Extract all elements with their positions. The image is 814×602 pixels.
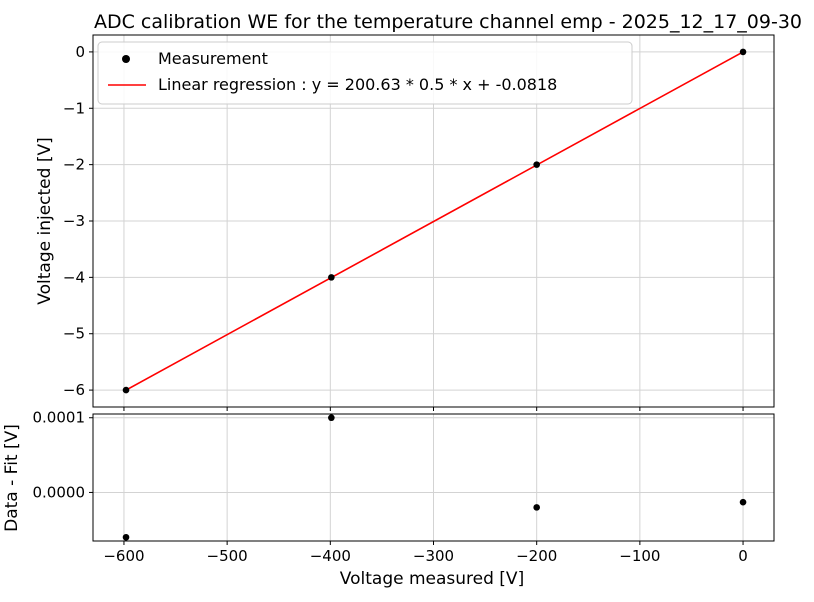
- x-tick-label-1: −500: [207, 547, 248, 565]
- bottom-axis-ticks: −600 −500 −400 −300 −200 −100 0 0.0001 0.0000: [33, 409, 748, 565]
- measurement-point-2: [533, 161, 540, 168]
- x-tick-label-5: −100: [619, 547, 660, 565]
- x-tick-label-6: 0: [738, 547, 748, 565]
- measurement-point-3: [739, 48, 747, 56]
- residual-point-2: [533, 504, 540, 511]
- top-y-tick-label-6: −6: [63, 381, 85, 399]
- legend-measurement-label: Measurement: [158, 49, 268, 68]
- top-axis-ticks: 0 −1 −2 −3 −4 −5 −6: [63, 43, 744, 411]
- legend-box: [97, 41, 633, 105]
- top-gridlines: [93, 35, 774, 407]
- residual-point-3: [739, 498, 747, 506]
- top-y-tick-label-1: −1: [63, 99, 85, 117]
- bottom-y-tick-label-0: 0.0001: [33, 409, 86, 427]
- bottom-y-axis-label: Data - Fit [V]: [2, 424, 22, 532]
- top-y-axis-label: Voltage injected [V]: [35, 137, 55, 304]
- top-y-tick-label-2: −2: [63, 156, 85, 174]
- measurement-point-0: [122, 386, 130, 394]
- bottom-gridlines: [93, 414, 774, 541]
- regression-line: [125, 51, 744, 391]
- chart-title: ADC calibration WE for the temperature c…: [94, 11, 802, 33]
- measurement-point-1: [328, 274, 335, 281]
- legend-measurement-marker: [122, 55, 130, 63]
- residual-point-0: [122, 533, 130, 541]
- legend: Measurement Linear regression : y = 200.…: [97, 41, 633, 105]
- bottom-plot-series: [122, 414, 747, 541]
- legend-regression-label: Linear regression : y = 200.63 * 0.5 * x…: [158, 75, 557, 94]
- top-y-tick-label-5: −5: [63, 325, 85, 343]
- top-y-tick-label-0: 0: [75, 43, 85, 61]
- x-axis-label: Voltage measured [V]: [340, 569, 524, 589]
- x-tick-label-0: −600: [103, 547, 144, 565]
- top-y-tick-label-4: −4: [63, 268, 85, 286]
- x-tick-label-2: −400: [310, 547, 351, 565]
- top-y-tick-label-3: −3: [63, 212, 85, 230]
- x-tick-label-3: −300: [413, 547, 454, 565]
- x-tick-label-4: −200: [516, 547, 557, 565]
- residual-point-1: [328, 414, 335, 422]
- bottom-y-tick-label-1: 0.0000: [33, 483, 86, 501]
- top-plot-series: [122, 48, 747, 394]
